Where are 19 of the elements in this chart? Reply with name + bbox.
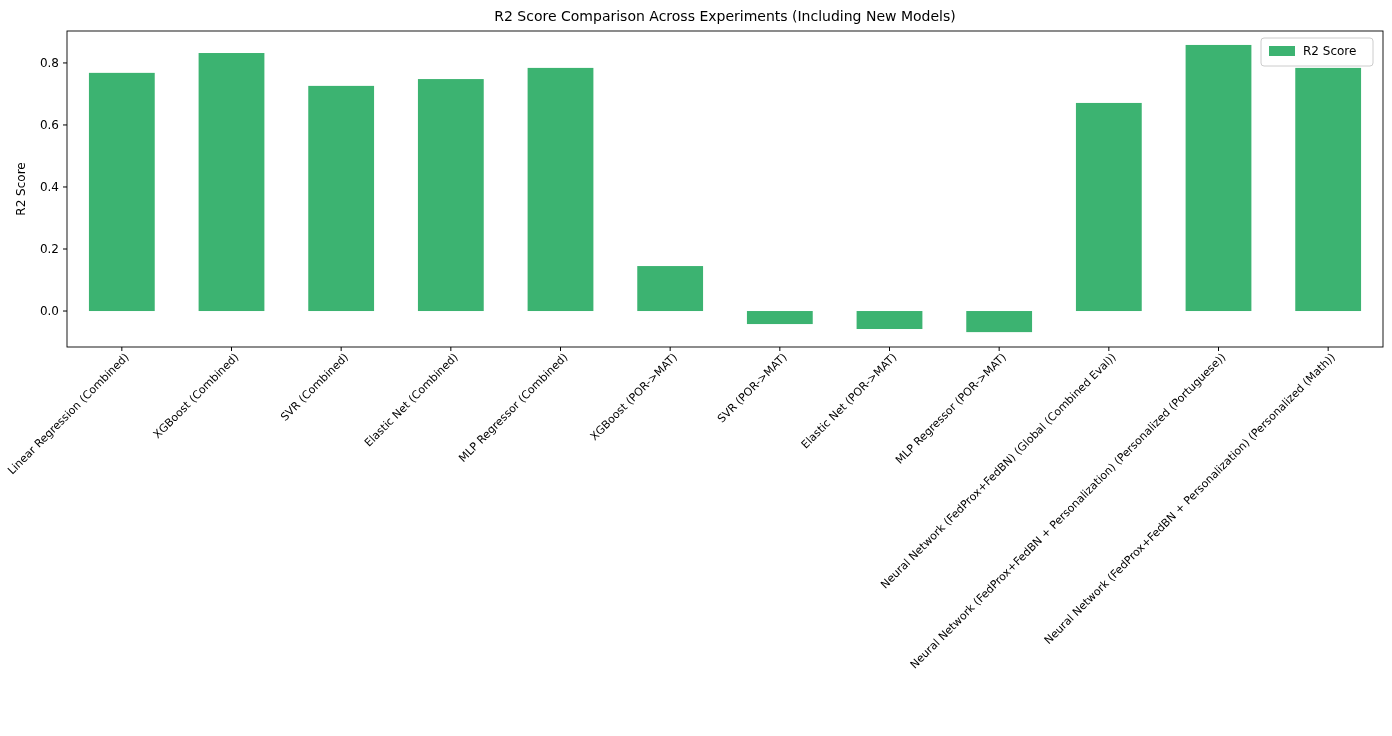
y-tick-label: 0.2 <box>39 242 59 257</box>
bar <box>1075 102 1142 312</box>
bar <box>1185 44 1252 312</box>
bar <box>856 311 923 330</box>
bar <box>198 53 265 312</box>
bar <box>637 266 704 312</box>
y-axis-title: R2 Score <box>14 162 28 216</box>
bar <box>746 311 813 325</box>
legend-label: R2 Score <box>1303 44 1357 59</box>
y-tick-label: 0.6 <box>39 118 59 133</box>
y-tick-label: 0.0 <box>39 304 59 319</box>
bar <box>527 67 594 312</box>
y-tick-label: 0.4 <box>39 180 59 195</box>
y-tick-label: 0.8 <box>39 56 59 71</box>
bar <box>417 79 484 312</box>
bar <box>88 72 155 312</box>
chart-title: R2 Score Comparison Across Experiments (Including New Models) <box>494 8 956 24</box>
bar <box>308 85 375 312</box>
bar <box>966 311 1033 333</box>
